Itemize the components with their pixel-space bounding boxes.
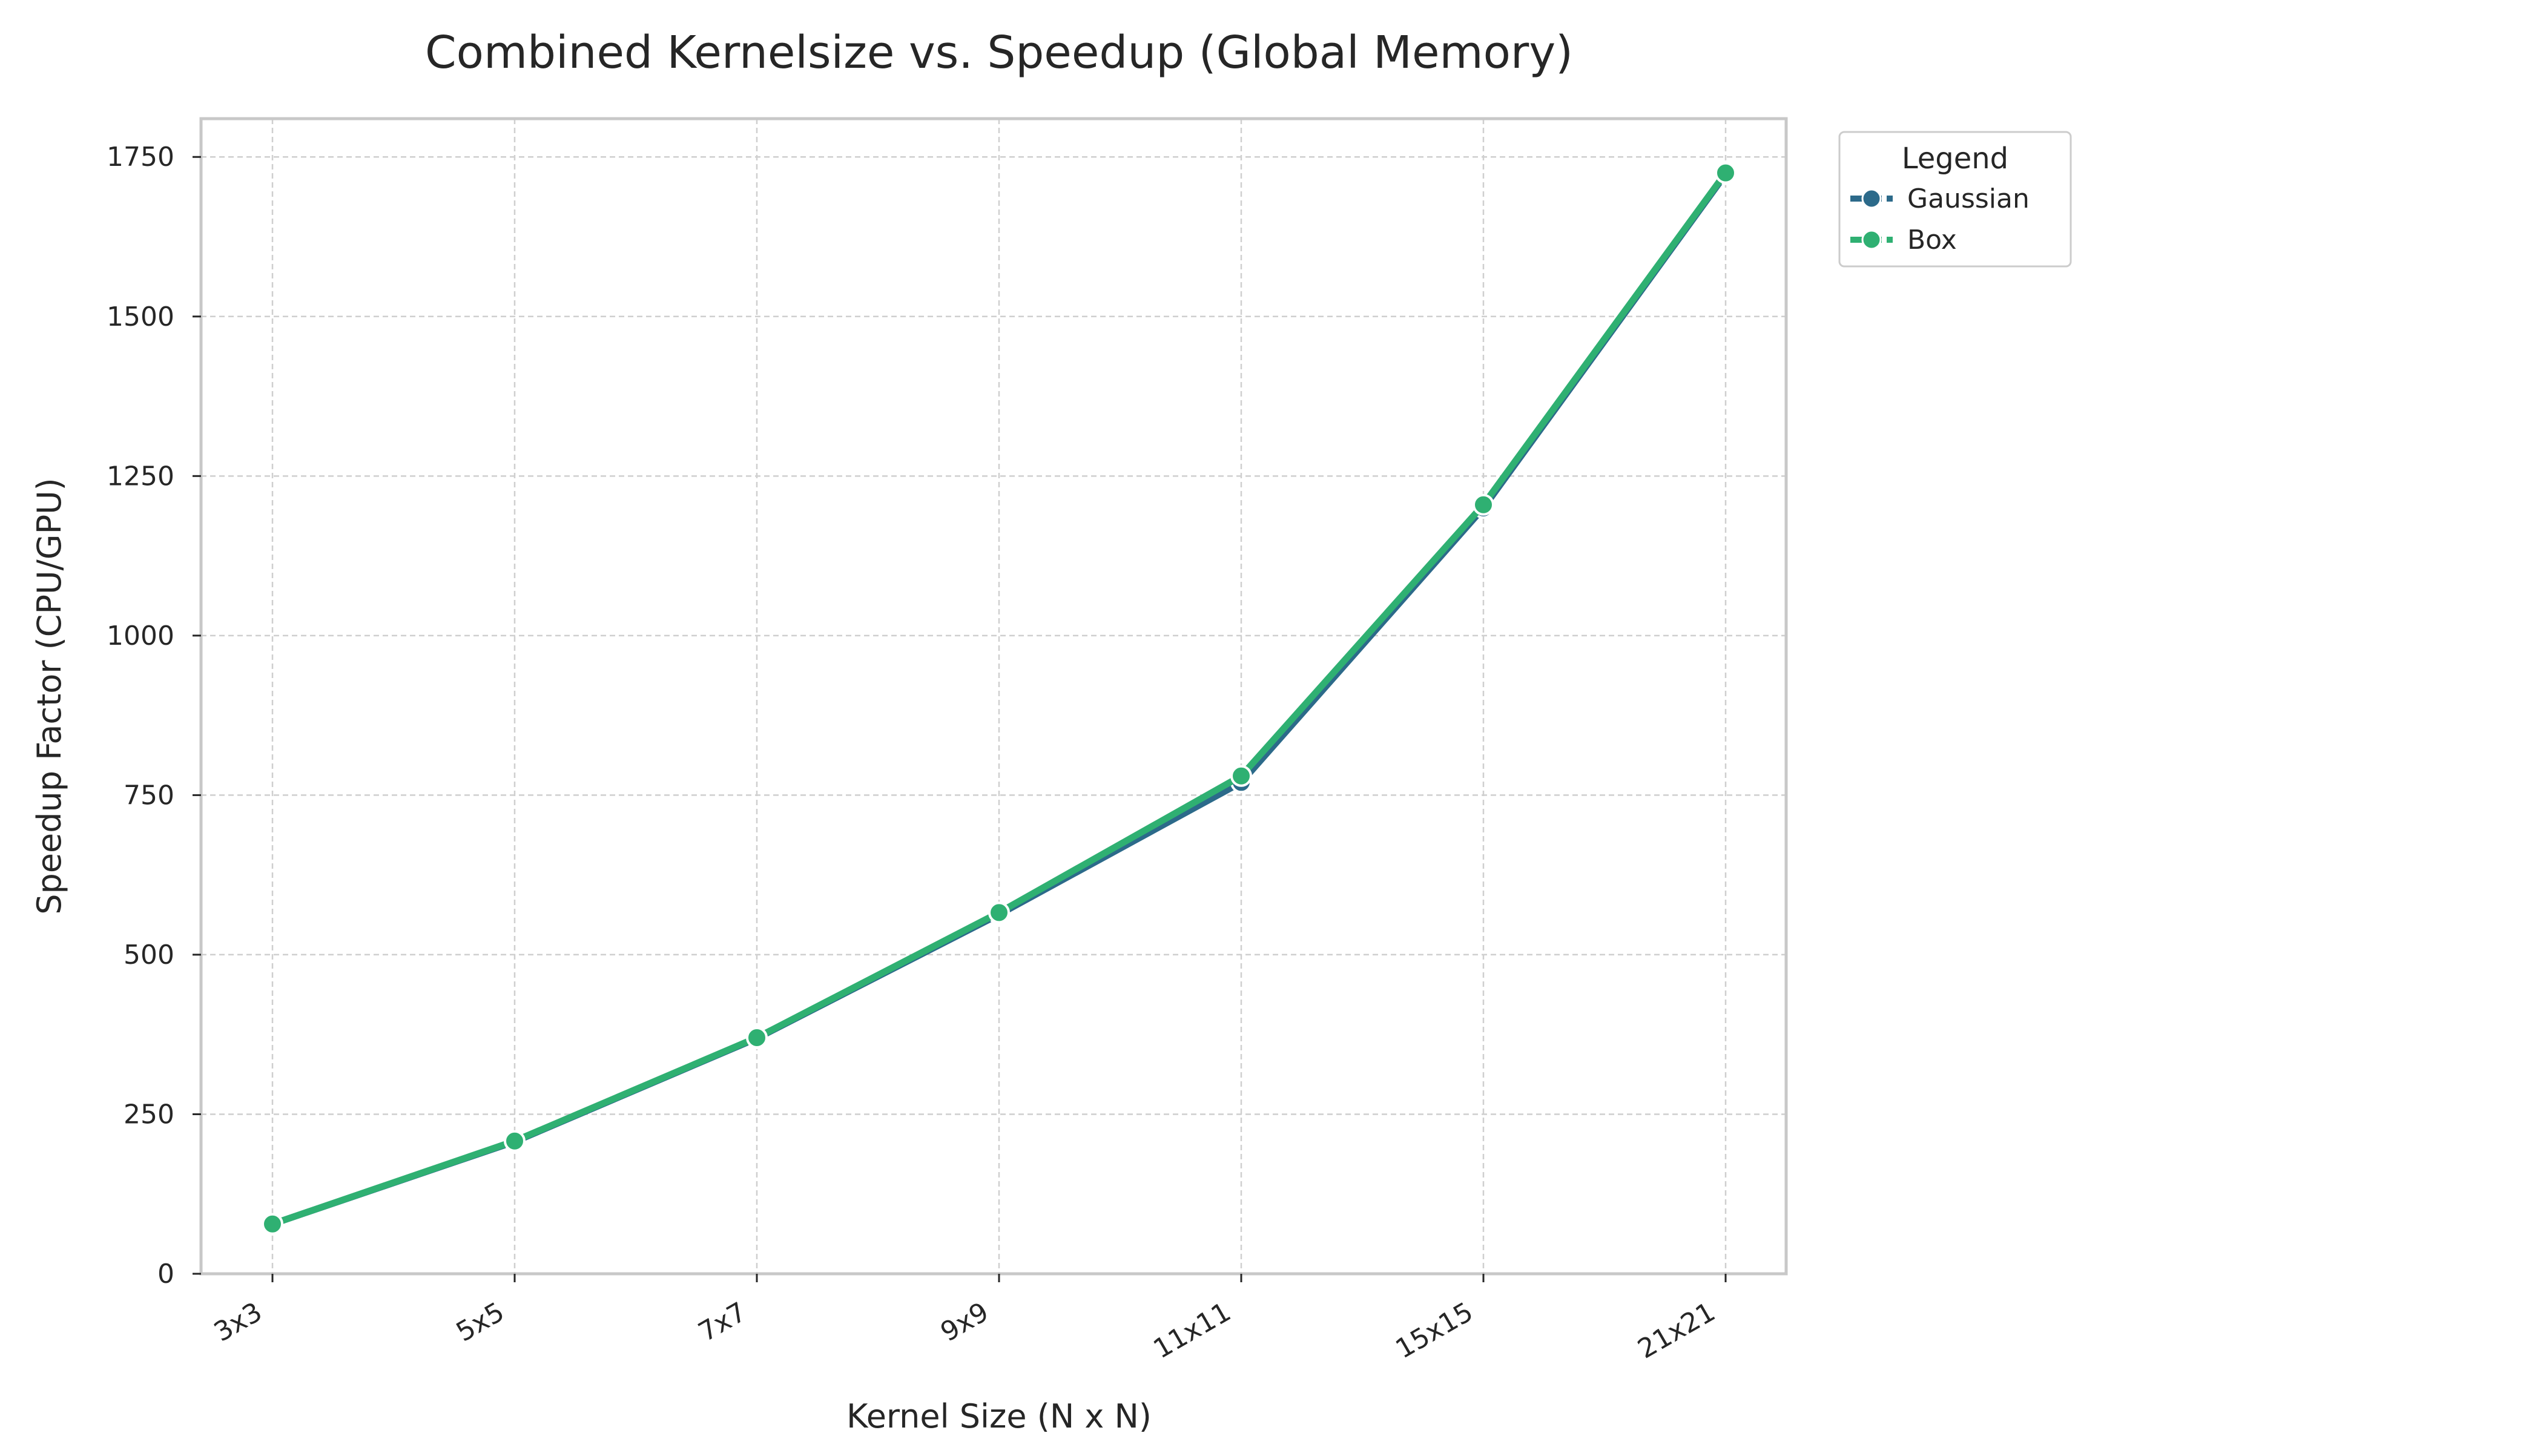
x-tick-label: 21x21 — [1632, 1296, 1720, 1365]
box-point — [1715, 162, 1737, 184]
legend-box — [1838, 131, 2072, 268]
y-tick-label: 1000 — [107, 621, 174, 651]
gaussian-legend-label: Gaussian — [1907, 183, 2030, 214]
gaussian-legend-marker — [1861, 188, 1882, 209]
box-legend-label: Box — [1907, 225, 1957, 255]
box-point — [746, 1026, 768, 1049]
y-tick-label: 1750 — [107, 142, 174, 173]
x-tick-label: 15x15 — [1390, 1296, 1478, 1365]
x-tick-label: 11x11 — [1148, 1296, 1236, 1365]
y-tick-label: 500 — [124, 940, 174, 970]
y-axis: 0 250 500 750 1000 1250 1500 1750 — [107, 142, 201, 1290]
x-tick-label: 7x7 — [693, 1296, 752, 1348]
y-tick-label: 1500 — [107, 301, 174, 332]
box-legend-marker — [1861, 229, 1882, 250]
y-axis-label: Speedup Factor (CPU/GPU) — [30, 478, 68, 914]
box-point — [504, 1130, 526, 1152]
y-tick-label: 750 — [124, 780, 174, 811]
legend: Legend Gaussian Box — [1838, 131, 2072, 268]
grid — [201, 119, 1786, 1275]
x-tick-label: 9x9 — [935, 1296, 994, 1348]
plot-frame — [199, 117, 1788, 1276]
box-point — [1230, 765, 1252, 787]
y-tick-label: 250 — [124, 1099, 174, 1130]
legend-title: Legend — [1902, 142, 2008, 176]
x-axis: 3x3 5x5 7x7 9x9 11x11 15x15 21x21 — [209, 1274, 1727, 1365]
box-point — [1473, 493, 1494, 516]
y-tick-label: 1250 — [107, 461, 174, 492]
x-tick-label: 5x5 — [451, 1296, 510, 1348]
legend-items: Gaussian Box — [1850, 183, 2030, 255]
box-point — [988, 901, 1010, 924]
series — [262, 162, 1737, 1235]
y-tick-label: 0 — [157, 1259, 174, 1290]
x-axis-label: Kernel Size (N x N) — [846, 1397, 1152, 1435]
x-tick-label: 3x3 — [209, 1296, 268, 1348]
box-point — [262, 1213, 283, 1235]
box-series — [262, 162, 1737, 1235]
chart-title: Combined Kernelsize vs. Speedup (Global … — [425, 27, 1573, 79]
